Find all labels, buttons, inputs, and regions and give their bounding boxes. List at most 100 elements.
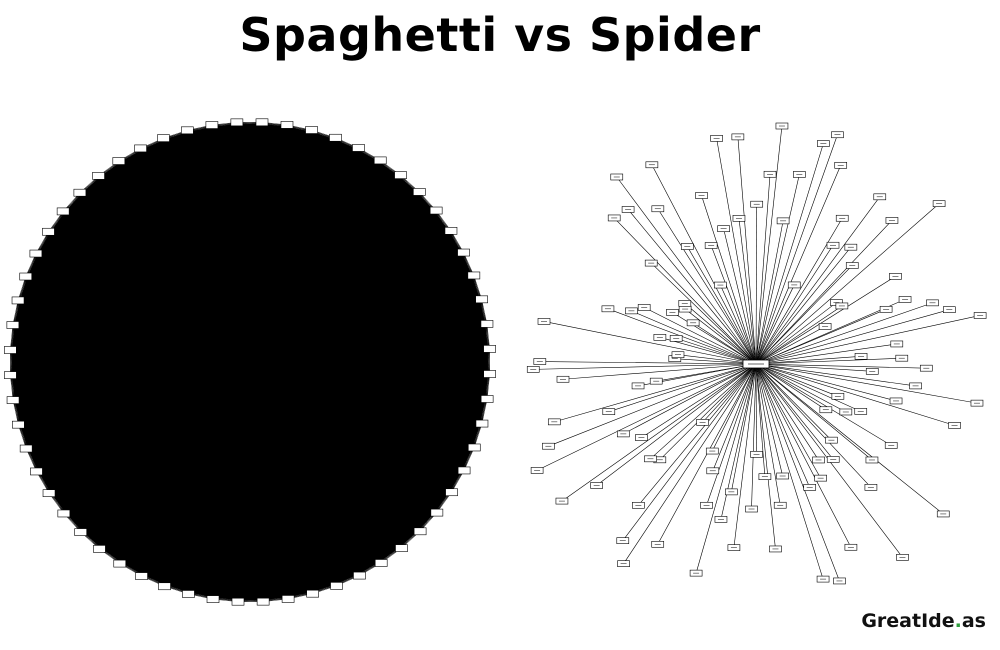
spider-edge [755, 276, 896, 365]
spider-edge [684, 308, 757, 365]
spider-edge [638, 363, 757, 506]
spaghetti-edge [98, 175, 490, 350]
spider-edge [755, 134, 838, 365]
spaghetti-edge [10, 191, 420, 376]
spaghetti-node [29, 249, 43, 258]
spaghetti-node [6, 321, 20, 329]
spaghetti-edge [237, 252, 464, 602]
spaghetti-edge [486, 323, 490, 349]
spaghetti-edge [18, 275, 474, 301]
spaghetti-edge [10, 374, 437, 513]
spaghetti-node [430, 508, 444, 517]
spider-edge [644, 307, 757, 365]
spaghetti-edge [36, 471, 437, 513]
spaghetti-edge [187, 130, 488, 325]
spaghetti-edge [12, 129, 312, 326]
spaghetti-edge [236, 122, 452, 231]
spider-edge [712, 363, 757, 471]
spaghetti-node [181, 126, 194, 135]
spider-edge [755, 363, 838, 397]
spaghetti-node [483, 370, 497, 378]
spaghetti-edge [79, 192, 488, 325]
spaghetti-edge [380, 160, 382, 563]
spaghetti-edge [473, 275, 490, 349]
spaghetti-edge [237, 275, 475, 602]
spaghetti-edge [63, 275, 474, 514]
spaghetti-edge [35, 148, 141, 254]
spaghetti-edge [10, 348, 490, 376]
spaghetti-node [444, 227, 458, 235]
spaghetti-edge [163, 137, 490, 350]
spaghetti-node [467, 443, 481, 452]
spaghetti-edge [48, 148, 141, 494]
spaghetti-edge [99, 423, 483, 550]
spaghetti-edge [63, 191, 420, 212]
spaghetti-edge [48, 124, 213, 494]
spaghetti-edge [119, 210, 437, 564]
spider-edge [692, 322, 757, 365]
spaghetti-edge [10, 137, 336, 376]
spaghetti-edge [63, 160, 381, 514]
spider-edge [650, 262, 757, 365]
spaghetti-edge [63, 211, 490, 350]
spaghetti-edge [286, 124, 488, 325]
spaghetti-node [157, 134, 170, 142]
spaghetti-edge [140, 148, 452, 493]
spaghetti-node [205, 121, 219, 129]
spaghetti-edge [188, 175, 401, 595]
spaghetti-edge [119, 398, 488, 564]
spider-edge [627, 209, 757, 365]
spider-edge [651, 164, 757, 365]
spaghetti-edge [287, 348, 490, 600]
spaghetti-edge [48, 231, 360, 576]
spaghetti-edge [474, 423, 483, 448]
spaghetti-edge [286, 124, 337, 586]
spaghetti-edge [79, 124, 212, 193]
spaghetti-edge [99, 130, 188, 549]
spaghetti-edge [26, 137, 336, 449]
spaghetti-edge [99, 124, 288, 549]
spaghetti-edge [35, 253, 337, 586]
spaghetti-edge [287, 230, 452, 600]
spaghetti-edge [163, 137, 474, 276]
spaghetti-edge [119, 122, 263, 564]
spaghetti-node [4, 371, 17, 379]
spaghetti-edge [18, 424, 27, 449]
spaghetti-edge [48, 230, 451, 232]
spaghetti-edge [118, 160, 452, 232]
spaghetti-edge [63, 211, 488, 400]
spaghetti-edge [312, 210, 437, 594]
spaghetti-edge [164, 210, 437, 587]
spider-edge [755, 363, 955, 426]
spaghetti-edge [18, 373, 490, 425]
spaghetti-edge [380, 160, 490, 349]
spaghetti-edge [358, 147, 475, 276]
spaghetti-edge [312, 147, 359, 594]
spaghetti-edge [163, 138, 264, 602]
spaghetti-edge [212, 323, 488, 600]
spider-edge [755, 363, 832, 441]
spaghetti-edge [17, 210, 437, 301]
spider-edge [710, 245, 757, 365]
spaghetti-node [329, 133, 342, 142]
spaghetti-edge [18, 424, 402, 549]
spaghetti-edge [163, 137, 482, 300]
spaghetti-edge [237, 323, 488, 602]
brand-watermark: GreatIde.as [861, 610, 986, 632]
spaghetti-edge [237, 191, 420, 602]
spaghetti-edge [287, 137, 336, 599]
spider-edge [755, 302, 837, 365]
spaghetti-edge [48, 231, 313, 594]
spaghetti-edge [358, 147, 488, 325]
spaghetti-edge [359, 348, 490, 576]
spaghetti-edge [336, 348, 490, 586]
spaghetti-node [256, 597, 270, 606]
spaghetti-edge [48, 231, 482, 300]
spaghetti-edge [286, 124, 289, 599]
spaghetti-edge [187, 130, 239, 602]
spaghetti-edge [118, 137, 336, 162]
spider-edge [613, 217, 757, 365]
spaghetti-node [19, 444, 33, 453]
spider-edge [755, 203, 940, 365]
spaghetti-edge [48, 147, 359, 494]
